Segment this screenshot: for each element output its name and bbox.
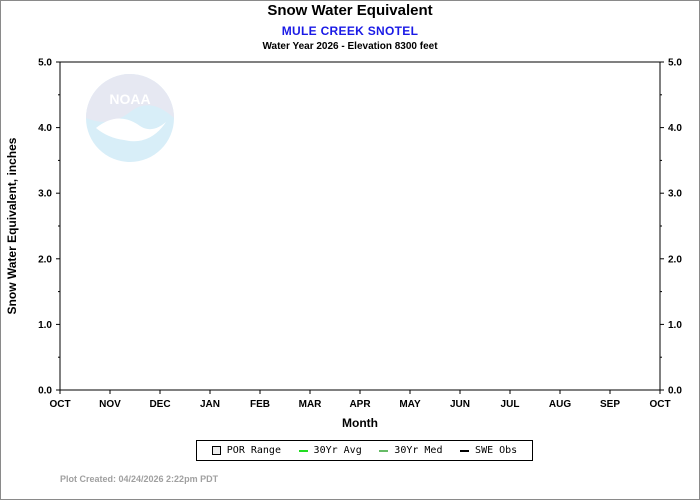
legend-swatch xyxy=(379,449,389,452)
y-axis-left: 0.0 1.0 2.0 3.0 4.0 5.0 xyxy=(38,58,60,397)
x-axis-label: Month xyxy=(342,416,378,430)
legend-item: 30Yr Avg xyxy=(298,445,362,456)
x-tick-label: JAN xyxy=(200,399,220,410)
plot-created-note: Plot Created: 04/24/2026 2:22pm PDT xyxy=(60,474,219,484)
x-axis: OCT NOV DEC JAN FEB MAR APR MAY JUN JUL AUG SEP OCT xyxy=(49,390,671,410)
station-name: MULE CREEK SNOTEL xyxy=(281,24,419,38)
y-tick-label-right: 2.0 xyxy=(668,254,682,265)
x-tick-label: NOV xyxy=(99,399,121,410)
noaa-logo: NOAA xyxy=(86,74,174,162)
legend-swatch xyxy=(298,449,308,452)
x-tick-label: SEP xyxy=(600,399,620,410)
legend-item: SWE Obs xyxy=(460,445,517,456)
x-tick-label: AUG xyxy=(549,399,571,410)
x-tick-label: OCT xyxy=(649,399,670,410)
x-tick-label: FEB xyxy=(250,399,270,410)
x-tick-label: APR xyxy=(349,399,371,410)
x-tick-label: DEC xyxy=(149,399,170,410)
y-tick-label-left: 4.0 xyxy=(38,123,52,134)
y-tick-label-left: 3.0 xyxy=(38,189,52,200)
y-tick-label-right: 0.0 xyxy=(668,386,682,397)
y-tick-label-right: 3.0 xyxy=(668,189,682,200)
x-tick-label: MAR xyxy=(299,399,323,410)
x-tick-label: JUL xyxy=(501,399,520,410)
legend-item: POR Range xyxy=(211,445,281,456)
legend-label: POR Range xyxy=(226,445,281,456)
legend-label: 30Yr Med xyxy=(394,445,443,456)
x-tick-label: OCT xyxy=(49,399,70,410)
y-tick-label-right: 1.0 xyxy=(668,320,682,331)
legend-swatch xyxy=(460,449,470,452)
y-axis-label: Snow Water Equivalent, inches xyxy=(5,137,19,314)
legend: POR Range 30Yr Avg 30Yr Med SWE Obs xyxy=(196,440,533,461)
legend-item: 30Yr Med xyxy=(379,445,442,456)
y-tick-label-left: 1.0 xyxy=(38,320,52,331)
y-tick-label-right: 4.0 xyxy=(668,123,682,134)
legend-label: SWE Obs xyxy=(475,445,518,456)
x-tick-label: MAY xyxy=(399,399,421,410)
x-tick-label: JUN xyxy=(450,399,470,410)
y-tick-label-right: 5.0 xyxy=(668,58,682,69)
y-tick-label-left: 0.0 xyxy=(38,386,52,397)
y-tick-label-left: 5.0 xyxy=(38,58,52,69)
legend-swatch xyxy=(211,446,221,455)
y-axis-right: 0.0 1.0 2.0 3.0 4.0 5.0 xyxy=(660,58,682,397)
y-tick-label-left: 2.0 xyxy=(38,254,52,265)
chart-title: Snow Water Equivalent xyxy=(267,2,433,19)
legend-label: 30Yr Avg xyxy=(313,445,362,456)
noaa-logo-text: NOAA xyxy=(109,91,150,107)
chart-subtitle: Water Year 2026 - Elevation 8300 feet xyxy=(262,41,438,52)
